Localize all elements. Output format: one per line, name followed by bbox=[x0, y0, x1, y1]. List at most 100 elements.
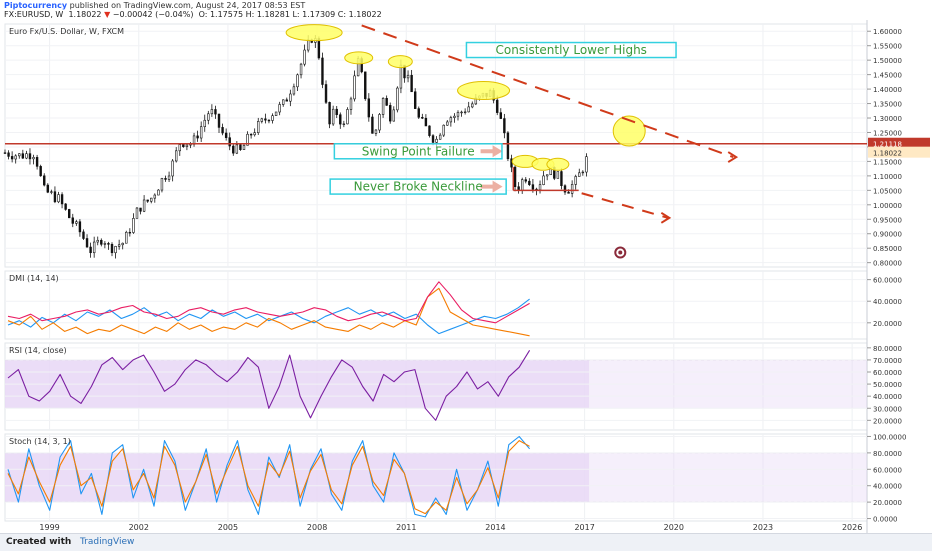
candle-body bbox=[563, 185, 567, 193]
neckline-annotation-box bbox=[329, 178, 507, 195]
chart-canvas[interactable]: 1999 2002 2005 2008 2011 2014 2017 2020 2023 2026… bbox=[0, 20, 932, 533]
candle-body bbox=[35, 157, 39, 167]
high-marker-ellipse bbox=[344, 51, 374, 65]
candle-body bbox=[421, 116, 424, 119]
candle-body bbox=[110, 243, 114, 254]
candle-body bbox=[82, 231, 85, 239]
candle-body bbox=[103, 243, 107, 245]
candle-body bbox=[292, 86, 296, 95]
high-marker-ellipse bbox=[546, 157, 570, 171]
author-name[interactable]: Piptocurrency bbox=[4, 1, 68, 10]
candle-body bbox=[28, 153, 32, 160]
footer: Created with TradingView bbox=[0, 533, 932, 551]
candle-body bbox=[46, 184, 50, 193]
candle-body bbox=[467, 106, 470, 113]
candle-body bbox=[117, 244, 121, 247]
candle-body bbox=[242, 145, 246, 150]
candle-body bbox=[171, 160, 174, 177]
candle-body bbox=[346, 109, 349, 125]
candle-body bbox=[463, 111, 467, 113]
y-tick-label: 1.05000 bbox=[873, 187, 902, 195]
candle-body bbox=[424, 117, 428, 127]
candle-body bbox=[164, 178, 167, 180]
candle-body bbox=[456, 111, 460, 117]
price-change: −0.00042 (−0.04%) bbox=[112, 10, 194, 19]
candle-body bbox=[381, 98, 385, 115]
y-tick-label: 1.15000 bbox=[873, 158, 902, 166]
candle-body bbox=[239, 144, 242, 150]
y-tick-label: 1.00000 bbox=[873, 202, 902, 210]
candle-body bbox=[142, 199, 146, 212]
candle-body bbox=[528, 180, 531, 185]
candle-body bbox=[417, 108, 420, 118]
candle-body bbox=[282, 99, 285, 105]
candle-body bbox=[435, 138, 438, 143]
x-tick-label: 2014 bbox=[485, 523, 505, 532]
candle-body bbox=[175, 150, 178, 162]
candle-body bbox=[353, 75, 356, 100]
y-tick-label: 100.0000 bbox=[873, 433, 906, 441]
candle-body bbox=[342, 123, 346, 125]
candle-body bbox=[57, 194, 60, 203]
candle-body bbox=[299, 63, 303, 76]
candle-body bbox=[570, 184, 574, 194]
candle-body bbox=[39, 166, 42, 177]
symbol-header: FX:EURUSD, W 1.18022 ▼ −0.00042 (−0.04%)… bbox=[4, 9, 382, 20]
candle-body bbox=[203, 119, 206, 128]
main-pane-title: Euro Fx/U.S. Dollar, W, FXCM bbox=[9, 27, 124, 36]
lower-highs-annotation: Consistently Lower Highs bbox=[496, 43, 647, 57]
candle-body bbox=[53, 191, 57, 203]
candle-body bbox=[524, 179, 527, 182]
x-tick-label: 2017 bbox=[574, 523, 594, 532]
candle-body bbox=[199, 126, 203, 139]
candle-body bbox=[253, 132, 256, 136]
candle-body bbox=[396, 87, 399, 111]
y-tick-label: 1.40000 bbox=[873, 86, 902, 94]
candle-body bbox=[78, 221, 82, 233]
candle-body bbox=[167, 175, 171, 180]
y-tick-label: 40.0000 bbox=[873, 298, 902, 306]
candle-body bbox=[392, 109, 395, 122]
candle-body bbox=[185, 144, 189, 148]
candle-body bbox=[68, 209, 71, 219]
candle-body bbox=[399, 64, 403, 89]
candle-body bbox=[317, 38, 321, 59]
last-price: 1.18022 bbox=[68, 10, 102, 19]
price-tag-label: 1.18022 bbox=[873, 150, 902, 158]
price-tag-label: 1.21118 bbox=[873, 141, 902, 149]
high-marker-ellipse bbox=[457, 81, 511, 101]
y-tick-label: 20.0000 bbox=[873, 320, 902, 328]
candle-body bbox=[349, 98, 353, 110]
tradingview-logo[interactable]: TradingView bbox=[80, 537, 135, 547]
candle-body bbox=[92, 241, 96, 254]
candle-body bbox=[278, 104, 281, 113]
candle-body bbox=[221, 127, 224, 134]
candle-body bbox=[449, 117, 453, 123]
candle-body bbox=[410, 74, 413, 93]
candle-body bbox=[224, 132, 228, 138]
candle-body bbox=[496, 99, 499, 113]
candle-body bbox=[296, 74, 299, 88]
candle-body bbox=[196, 135, 199, 139]
candle-body bbox=[324, 84, 328, 103]
candle-body bbox=[545, 174, 549, 177]
ohlc-values: O: 1.17575 H: 1.18281 L: 1.17309 C: 1.18… bbox=[198, 10, 382, 19]
candle-body bbox=[289, 93, 292, 102]
y-tick-label: 1.45000 bbox=[873, 72, 902, 80]
candle-body bbox=[578, 172, 581, 177]
candle-body bbox=[135, 207, 139, 219]
candle-body bbox=[146, 199, 149, 202]
candle-body bbox=[217, 113, 221, 128]
candle-body bbox=[207, 113, 210, 121]
y-tick-label: 0.85000 bbox=[873, 245, 902, 253]
candle-body bbox=[306, 39, 310, 51]
y-tick-label: 30.0000 bbox=[873, 405, 902, 413]
candle-body bbox=[75, 221, 78, 224]
candle-body bbox=[210, 109, 214, 115]
candle-body bbox=[438, 134, 442, 140]
price-tag-bg bbox=[868, 146, 930, 158]
y-tick-label: 60.0000 bbox=[873, 277, 902, 285]
candle-body bbox=[14, 155, 17, 160]
candle-body bbox=[531, 184, 535, 190]
candle-body bbox=[503, 118, 506, 134]
